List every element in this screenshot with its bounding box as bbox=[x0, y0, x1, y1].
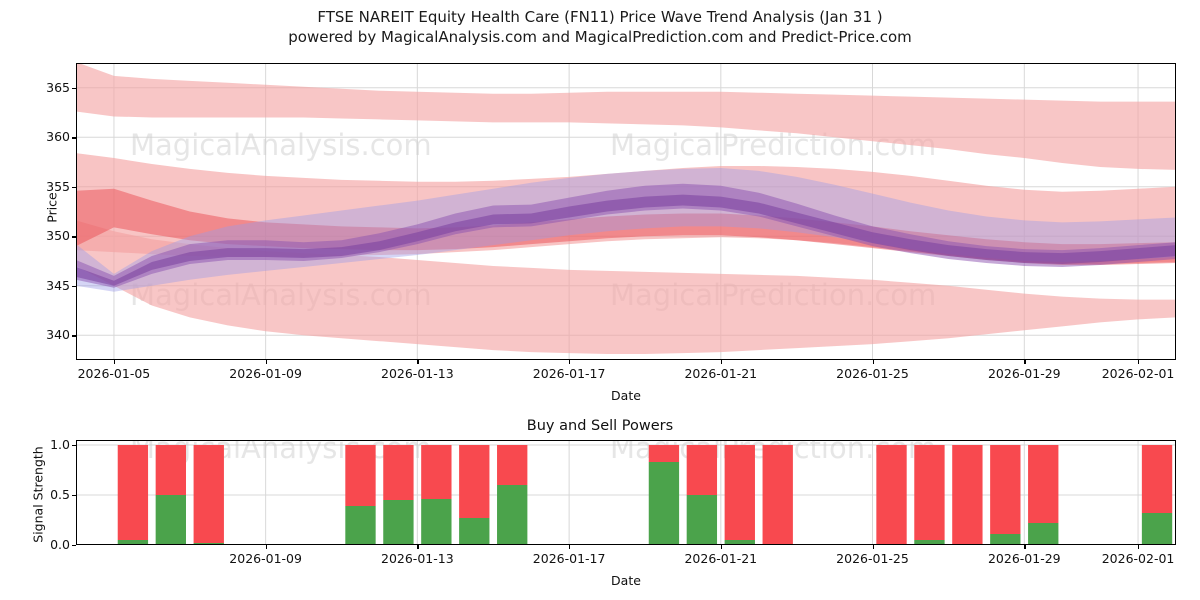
chart-title-block: FTSE NAREIT Equity Health Care (FN11) Pr… bbox=[0, 8, 1200, 48]
price-tick-label: 360 bbox=[46, 129, 70, 145]
date-tick-label-main: 2026-01-09 bbox=[229, 366, 302, 381]
date-axis-label-main: Date bbox=[611, 388, 641, 403]
signal-tick-label: 0.0 bbox=[50, 537, 70, 552]
price-tick-mark bbox=[72, 285, 76, 288]
date-tick-label-bars: 2026-01-21 bbox=[684, 551, 758, 566]
date-tick-label-main: 2026-01-17 bbox=[532, 366, 606, 381]
date-tick-label-main: 2026-02-01 bbox=[1101, 366, 1175, 381]
signal-tick-label: 1.0 bbox=[50, 437, 70, 452]
date-tick-label-main: 2026-01-13 bbox=[381, 366, 454, 381]
date-tick-label-main: 2026-01-21 bbox=[684, 366, 758, 381]
date-tick-mark-bars bbox=[417, 545, 419, 549]
signal-tick-mark bbox=[72, 495, 76, 497]
date-tick-label-bars: 2026-01-09 bbox=[229, 551, 302, 566]
date-tick-mark-bars bbox=[1138, 545, 1140, 549]
date-axis-label-bars: Date bbox=[611, 573, 641, 588]
signal-strength-axis-label: Signal Strength bbox=[30, 446, 46, 543]
price-wave-svg: MagicalAnalysis.com MagicalPrediction.com… bbox=[76, 63, 1176, 360]
price-tick-mark bbox=[72, 186, 76, 189]
date-tick-label-bars: 2026-01-13 bbox=[381, 551, 454, 566]
date-tick-mark-bars bbox=[1024, 545, 1026, 549]
price-tick-mark bbox=[72, 335, 76, 337]
svg-text:MagicalAnalysis.com: MagicalAnalysis.com bbox=[130, 128, 432, 162]
signal-tick-mark bbox=[72, 545, 76, 547]
date-tick-mark-main bbox=[265, 360, 267, 364]
price-tick-label: 355 bbox=[46, 178, 70, 194]
signal-tick-mark bbox=[72, 445, 76, 447]
date-tick-mark-main bbox=[1138, 360, 1140, 364]
price-tick-label: 365 bbox=[46, 79, 70, 95]
price-wave-plot-area: MagicalAnalysis.com MagicalPrediction.com… bbox=[76, 63, 1176, 360]
price-axis-label: Price bbox=[44, 192, 60, 223]
price-tick-mark bbox=[72, 137, 76, 139]
date-tick-label-bars: 2026-01-25 bbox=[836, 551, 909, 566]
date-tick-mark-main bbox=[1024, 360, 1026, 364]
date-tick-label-main: 2026-01-05 bbox=[77, 366, 151, 381]
buy-sell-subtitle: Buy and Sell Powers bbox=[526, 418, 674, 434]
date-tick-label-main: 2026-01-25 bbox=[836, 366, 909, 381]
date-tick-label-bars: 2026-01-29 bbox=[987, 551, 1061, 566]
price-tick-label: 340 bbox=[46, 327, 70, 343]
date-tick-mark-main bbox=[720, 360, 723, 364]
date-tick-label-bars: 2026-01-17 bbox=[532, 551, 606, 566]
date-tick-mark-main bbox=[872, 360, 874, 364]
date-tick-mark-bars bbox=[720, 545, 723, 549]
date-tick-label-main: 2026-01-29 bbox=[987, 366, 1061, 381]
date-tick-mark-bars bbox=[265, 545, 267, 549]
signal-tick-label: 0.5 bbox=[50, 487, 70, 502]
price-tick-label: 345 bbox=[46, 277, 70, 293]
page-title-line-2: powered by MagicalAnalysis.com and Magic… bbox=[288, 27, 912, 46]
date-tick-mark-main bbox=[113, 360, 116, 364]
price-tick-mark bbox=[72, 87, 76, 90]
price-tick-label: 350 bbox=[46, 228, 70, 244]
date-tick-mark-bars bbox=[569, 545, 571, 549]
date-tick-mark-main bbox=[569, 360, 571, 364]
page-title-line-1: FTSE NAREIT Equity Health Care (FN11) Pr… bbox=[317, 8, 883, 26]
date-tick-mark-main bbox=[417, 360, 419, 364]
price-tick-mark bbox=[72, 236, 76, 238]
date-tick-mark-bars bbox=[872, 545, 874, 549]
date-tick-label-bars: 2026-02-01 bbox=[1101, 551, 1175, 566]
